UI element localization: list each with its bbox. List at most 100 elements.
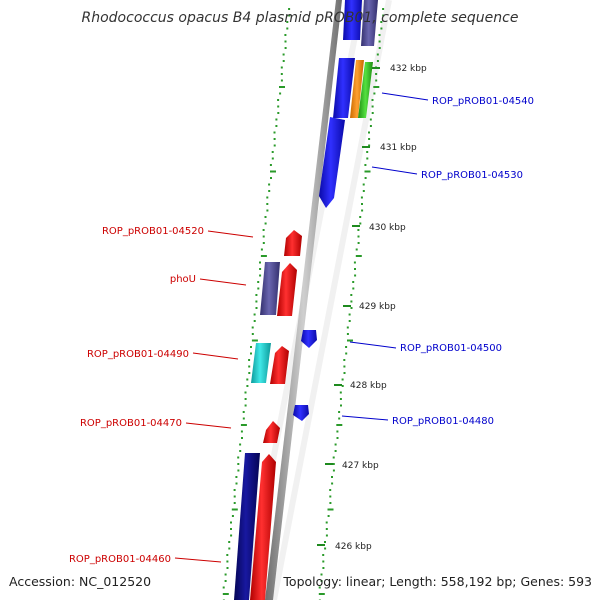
gc-content-dot — [340, 404, 342, 407]
gene-label[interactable]: ROP_pROB01-04500 — [400, 343, 502, 354]
gc-content-dot — [327, 515, 330, 517]
gene-feature-blue[interactable] — [343, 0, 362, 40]
gc-content-dot — [259, 274, 262, 277]
gene-label[interactable]: ROP_pROB01-04540 — [432, 96, 534, 107]
gc-content-dot — [362, 190, 365, 192]
gene-feature-blue[interactable] — [301, 330, 317, 348]
gene-feature-orange[interactable] — [350, 60, 364, 118]
gc-content-dot — [354, 274, 357, 277]
gc-content-dot — [233, 489, 236, 491]
gc-content-dot — [280, 66, 283, 69]
gene-feature-slate[interactable] — [361, 0, 378, 46]
gc-content-dot — [224, 580, 227, 582]
gc-content-dot — [226, 554, 229, 556]
gene-feature-red[interactable] — [270, 346, 289, 384]
gc-content-dot — [324, 547, 327, 550]
gc-content-dot — [331, 476, 333, 478]
gene-label[interactable]: ROP_pROB01-04530 — [421, 170, 523, 181]
gc-content-dot — [318, 586, 321, 589]
reverse-strand-features — [234, 230, 302, 600]
gc-content-dot — [343, 359, 346, 361]
gc-content-dot — [246, 385, 249, 387]
gene-label[interactable]: phoU — [170, 274, 196, 285]
forward-gene-labels: ROP_pROB01-04540 ROP_pROB01-04530 ROP_pR… — [341, 92, 534, 427]
gene-label[interactable]: ROP_pROB01-04480 — [392, 416, 494, 427]
label-leader-line — [371, 166, 418, 175]
gc-content-dot — [322, 567, 325, 569]
label-leader-line — [207, 230, 254, 238]
gc-content-dot — [334, 443, 337, 446]
gene-feature-red[interactable] — [263, 421, 280, 443]
gc-content-dot — [233, 502, 236, 504]
gc-content-dot — [279, 86, 285, 88]
gc-content-dot — [376, 60, 379, 62]
gc-content-dot — [286, 21, 289, 23]
gc-content-dot — [325, 534, 328, 537]
gc-content-dot — [369, 118, 372, 121]
gc-content-dot — [360, 196, 363, 199]
gene-feature-blue[interactable] — [293, 405, 309, 421]
gc-content-dot — [242, 417, 245, 420]
gene-feature-red[interactable] — [284, 230, 302, 256]
gc-content-dot — [373, 86, 380, 88]
forward-strand-features — [293, 0, 378, 421]
gc-content-dot — [273, 144, 276, 147]
gc-content-dot — [264, 222, 267, 225]
gc-content-dot — [222, 586, 225, 589]
gc-content-dot — [280, 79, 283, 82]
gc-content-dot — [288, 8, 291, 10]
gc-content-dot — [240, 430, 243, 433]
gc-content-dot — [262, 235, 265, 238]
gc-content-dot — [364, 164, 367, 166]
gc-content-dot — [235, 482, 238, 485]
gc-content-dot — [275, 125, 278, 127]
gc-content-dot — [329, 502, 332, 504]
gc-content-dot — [282, 60, 285, 62]
gene-label[interactable]: ROP_pROB01-04520 — [102, 226, 204, 237]
gene-label[interactable]: ROP_pROB01-04460 — [69, 554, 171, 565]
gc-content-dot — [371, 105, 374, 108]
gc-content-dot — [362, 183, 365, 186]
gc-content-dot — [228, 541, 231, 543]
gc-content-dot — [250, 352, 252, 355]
gc-content-dot — [255, 300, 258, 303]
scale-tick-label: 428 kbp — [350, 381, 387, 391]
gc-content-track-right — [318, 8, 385, 600]
gene-feature-blue[interactable] — [333, 58, 355, 118]
gc-content-dot — [248, 372, 251, 374]
gc-content-dot — [355, 248, 358, 251]
gc-content-dot — [226, 567, 229, 569]
gc-content-dot — [378, 34, 381, 36]
gc-content-dot — [320, 580, 323, 582]
gc-content-dot — [246, 378, 249, 381]
gene-label[interactable]: ROP_pROB01-04470 — [80, 418, 182, 429]
gc-content-dot — [346, 333, 349, 335]
gene-label[interactable]: ROP_pROB01-04490 — [87, 349, 189, 360]
gc-content-dot — [226, 560, 229, 563]
gene-feature-green[interactable] — [358, 62, 373, 118]
gene-feature-red[interactable] — [277, 263, 297, 316]
gene-feature-red[interactable] — [250, 454, 276, 600]
gene-feature-navy[interactable] — [234, 453, 260, 600]
scale-tick-label: 426 kbp — [335, 542, 372, 552]
gc-content-dot — [359, 216, 362, 218]
gc-content-dot — [266, 209, 269, 212]
gc-content-dot — [366, 151, 369, 153]
gene-feature-cyan[interactable] — [251, 343, 271, 383]
gc-content-dot — [324, 541, 326, 543]
gene-feature-blue[interactable] — [319, 117, 345, 208]
gc-content-dot — [332, 463, 335, 465]
gc-content-dot — [239, 450, 242, 452]
gene-feature-slate[interactable] — [260, 262, 280, 315]
gc-content-dot — [280, 73, 283, 75]
gc-content-dot — [237, 463, 240, 465]
label-leader-line — [349, 341, 397, 349]
gc-content-dot — [237, 469, 240, 472]
gc-content-dot — [357, 242, 360, 244]
gc-content-dot — [284, 34, 287, 36]
gc-content-dot — [380, 27, 383, 30]
gc-content-dot — [264, 216, 267, 218]
gc-content-dot — [338, 417, 341, 420]
gc-content-dot — [275, 118, 278, 121]
